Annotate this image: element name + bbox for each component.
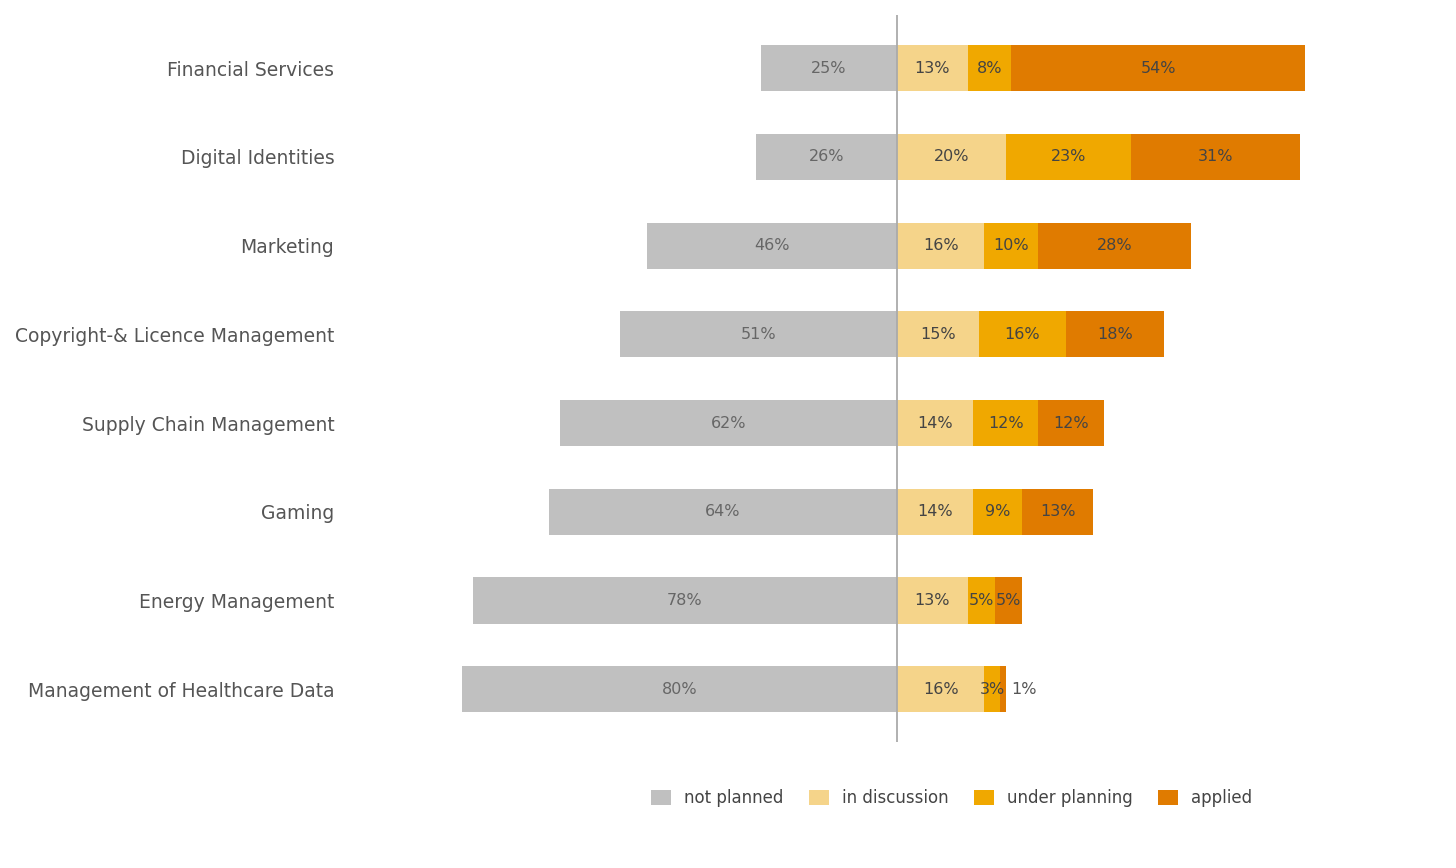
Bar [897,400,973,446]
Text: 64%: 64% [705,504,741,519]
Bar [968,577,994,623]
Text: 62%: 62% [711,416,745,431]
Text: 10%: 10% [993,238,1029,253]
Bar [620,312,897,358]
Text: 12%: 12% [989,416,1024,431]
Text: 13%: 13% [914,593,951,608]
Bar [973,400,1038,446]
Text: 5%: 5% [968,593,994,608]
Text: 80%: 80% [661,681,697,697]
Text: 25%: 25% [811,61,847,76]
Text: 28%: 28% [1096,238,1133,253]
Bar [1006,134,1131,180]
Text: 9%: 9% [986,504,1010,519]
Bar [897,134,1006,180]
Bar [978,312,1066,358]
Bar [1131,134,1300,180]
Bar [462,666,897,713]
Text: 46%: 46% [754,238,789,253]
Bar [756,134,897,180]
Text: 3%: 3% [980,681,1005,697]
Bar [897,489,973,535]
Bar [897,577,968,623]
Text: 54%: 54% [1140,61,1176,76]
Text: 31%: 31% [1197,149,1233,164]
Text: 23%: 23% [1051,149,1086,164]
Bar [549,489,897,535]
Text: 16%: 16% [923,238,958,253]
Bar [984,666,1000,713]
Bar [473,577,897,623]
Bar [973,489,1022,535]
Legend: not planned, in discussion, under planning, applied: not planned, in discussion, under planni… [651,789,1252,807]
Text: 78%: 78% [667,593,703,608]
Text: 1%: 1% [1012,681,1037,697]
Text: 8%: 8% [977,61,1002,76]
Text: 14%: 14% [917,416,952,431]
Bar [1022,489,1093,535]
Text: 18%: 18% [1096,327,1133,342]
Text: 15%: 15% [920,327,955,342]
Text: 16%: 16% [923,681,958,697]
Text: 13%: 13% [1040,504,1076,519]
Text: 13%: 13% [914,61,951,76]
Bar [1012,45,1305,91]
Text: 14%: 14% [917,504,952,519]
Bar [897,312,978,358]
Bar [1066,312,1163,358]
Bar [897,222,984,269]
Bar [897,45,968,91]
Bar [1000,666,1006,713]
Bar [968,45,1012,91]
Bar [1038,222,1191,269]
Text: 12%: 12% [1053,416,1089,431]
Bar [1038,400,1104,446]
Bar [897,666,984,713]
Bar [761,45,897,91]
Bar [994,577,1022,623]
Bar [559,400,897,446]
Bar [984,222,1038,269]
Text: 16%: 16% [1005,327,1040,342]
Text: 5%: 5% [996,593,1021,608]
Bar [646,222,897,269]
Text: 51%: 51% [741,327,776,342]
Text: 26%: 26% [808,149,844,164]
Text: 20%: 20% [933,149,970,164]
